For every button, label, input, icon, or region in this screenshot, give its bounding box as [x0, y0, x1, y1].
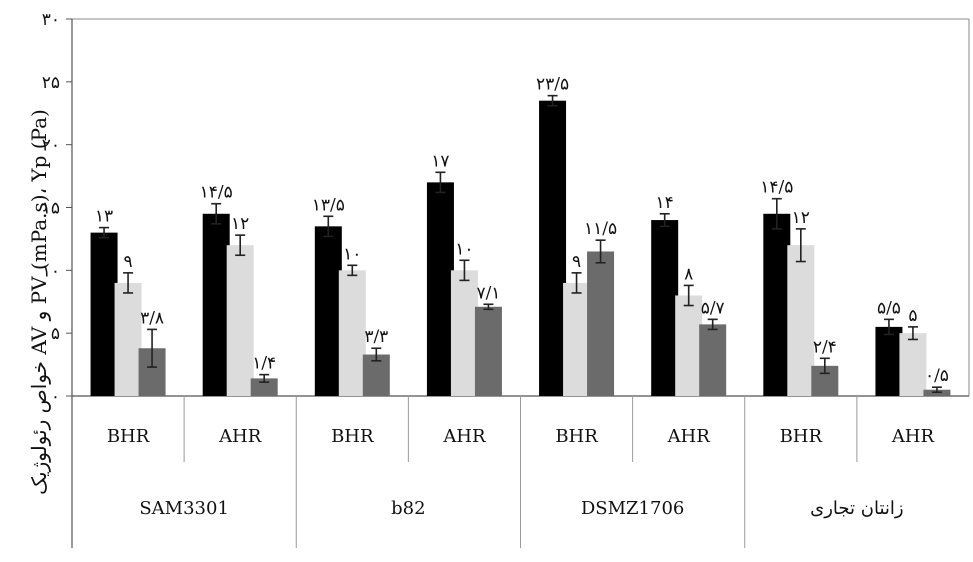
bar — [787, 245, 815, 396]
data-label: ۱۴ — [656, 193, 674, 213]
data-label: ۱/۴ — [252, 354, 276, 374]
bar — [426, 182, 454, 396]
data-label: ۹ — [123, 252, 132, 272]
bar — [675, 295, 703, 396]
bar — [114, 282, 142, 396]
bar — [875, 326, 903, 396]
data-label: ۳/۳ — [364, 327, 388, 347]
y-tick-label: ۲۵ — [42, 73, 60, 93]
y-tick-label: ۳۰ — [42, 10, 60, 30]
data-label: ۱۲ — [792, 208, 810, 228]
category-label: BHR — [107, 426, 150, 447]
category-label: BHR — [780, 426, 823, 447]
bar — [474, 306, 502, 396]
bar — [899, 333, 927, 396]
y-tick-label: ۱۵ — [42, 199, 60, 219]
y-tick-label: ۰ — [51, 387, 60, 407]
bar — [226, 245, 254, 396]
y-tick-label: ۱۰ — [42, 261, 60, 281]
data-label: ۵ — [908, 306, 917, 326]
data-label: ۷/۱ — [476, 283, 500, 303]
data-label: ۱۴/۵ — [760, 178, 793, 198]
data-label: ۵/۷ — [701, 298, 725, 318]
bar — [651, 220, 679, 396]
bar — [763, 213, 791, 396]
data-label: ۹ — [572, 252, 581, 272]
bar — [450, 270, 478, 396]
bar — [539, 100, 567, 396]
bar — [202, 213, 230, 396]
bar — [587, 251, 615, 396]
data-label: ۱۳/۵ — [312, 195, 345, 215]
bar — [250, 378, 278, 396]
y-axis-label: خواص رئولوژیک AV و PV (mPa.s)، Yp (Pa) — [27, 109, 51, 495]
category-label: AHR — [218, 426, 262, 447]
bar — [338, 270, 366, 396]
data-label: ۸ — [684, 264, 693, 284]
data-label: ۲/۴ — [813, 337, 837, 357]
data-label: ۱۷ — [431, 151, 449, 171]
bar — [699, 324, 727, 396]
category-label: AHR — [667, 426, 711, 447]
category-label: AHR — [442, 426, 486, 447]
y-tick-label: ۵ — [51, 324, 60, 344]
category-label: AHR — [891, 426, 935, 447]
bar — [90, 232, 118, 396]
data-label: ۱۴/۵ — [200, 183, 233, 203]
group-label: SAM3301 — [139, 498, 229, 519]
data-label: ۲۳/۵ — [536, 75, 569, 95]
category-label: BHR — [331, 426, 374, 447]
data-label: ۵/۵ — [877, 298, 901, 318]
group-label: زانتان تجاری — [810, 498, 903, 519]
bar — [563, 282, 591, 396]
category-label: BHR — [555, 426, 598, 447]
data-label: ۰/۵ — [925, 366, 949, 386]
data-label: ۳/۸ — [140, 308, 164, 328]
data-label: ۱۲ — [231, 214, 249, 234]
data-label: ۱۱/۵ — [584, 219, 617, 239]
y-tick-label: ۲۰ — [42, 136, 60, 156]
data-label: ۱۳ — [95, 207, 113, 227]
data-label: ۱۰ — [455, 239, 473, 259]
group-label: b82 — [391, 498, 425, 519]
group-label: DSMZ1706 — [581, 498, 685, 519]
data-label: ۱۰ — [343, 244, 361, 264]
bar — [314, 226, 342, 396]
